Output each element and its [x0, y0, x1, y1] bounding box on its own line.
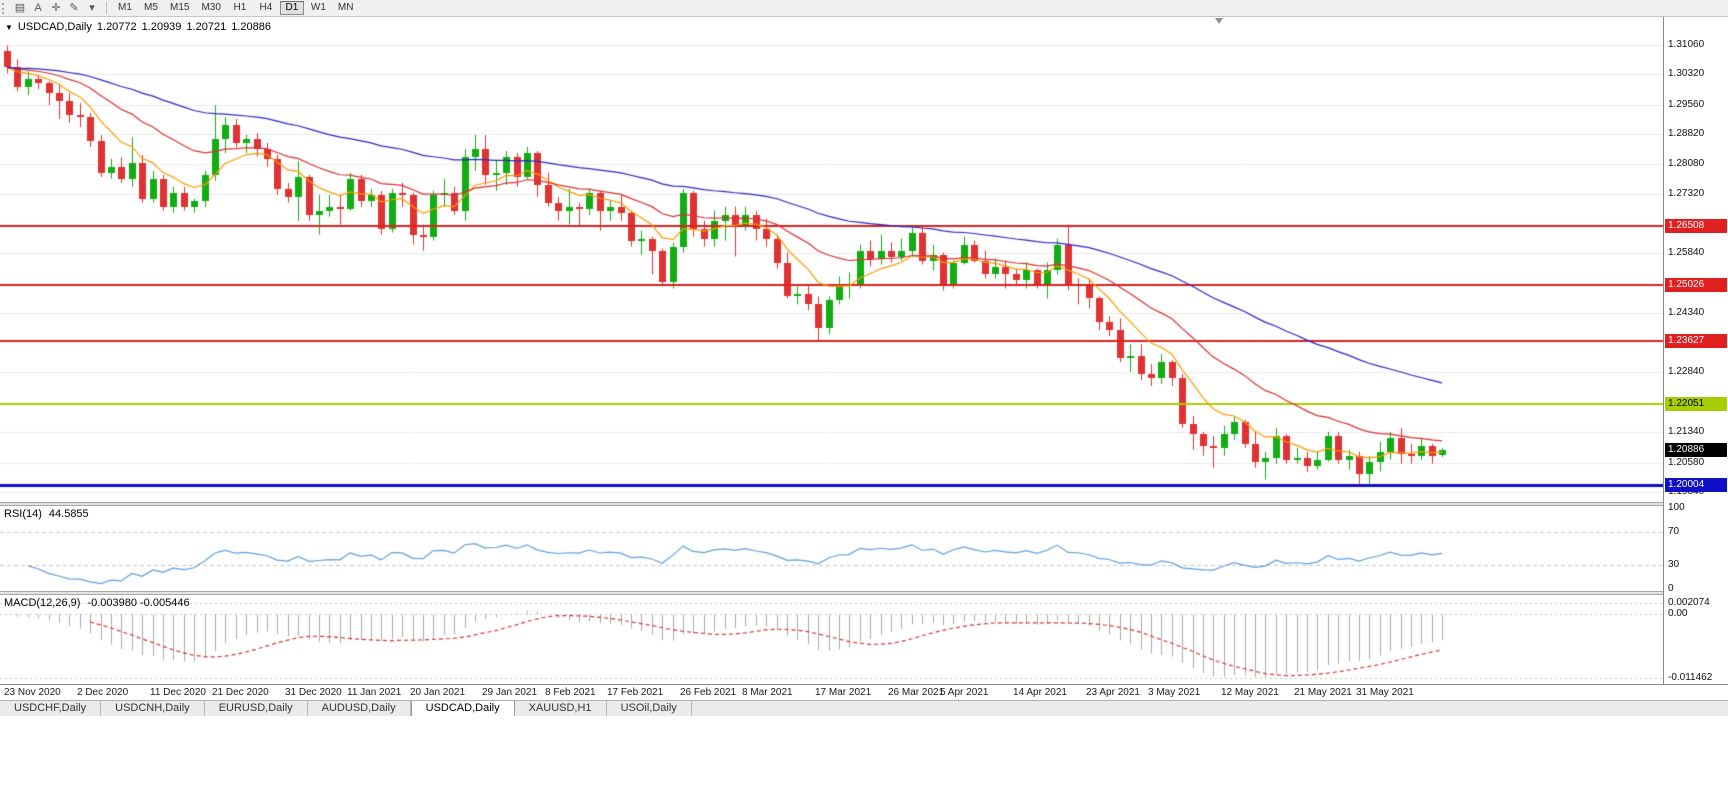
- chart-windows-icon[interactable]: ▤: [14, 2, 26, 14]
- chart-tab[interactable]: USOil,Daily: [606, 701, 692, 716]
- time-axis[interactable]: 23 Nov 2020 2 Dec 2020 11 Dec 2020 21 Dec 2…: [0, 684, 1728, 700]
- rsi-axis-label: 0: [1668, 583, 1674, 594]
- price-axis-tick: 1.27320: [1668, 188, 1705, 199]
- date-label: 29 Jan 2021: [482, 687, 538, 698]
- rsi-canvas[interactable]: [0, 506, 1663, 591]
- current-price-tag: 1.20886: [1665, 443, 1727, 458]
- main-chart-panel: ▼ USDCAD,Daily 1.20772 1.20939 1.20721 1.2088…: [0, 17, 1663, 502]
- rsi-header: RSI(14) 44.5855: [4, 508, 89, 520]
- close-value: 1.20886: [231, 21, 271, 33]
- date-label: 14 Apr 2021: [1013, 687, 1067, 698]
- price-level-tag: 1.25026: [1665, 278, 1727, 293]
- price-axis-tick: 1.22840: [1668, 366, 1705, 378]
- price-axis-tick: 1.25840: [1668, 246, 1705, 258]
- timeframe-button-d1[interactable]: D1: [279, 1, 304, 15]
- date-label: 11 Dec 2020: [150, 687, 206, 698]
- price-level-tag: 1.22051: [1665, 396, 1727, 411]
- rsi-panel: RSI(14) 44.5855: [0, 506, 1663, 591]
- price-axis-tick: 1.20580: [1668, 456, 1705, 468]
- crosshair-icon[interactable]: ✛: [51, 2, 61, 14]
- date-label: 31 Dec 2020: [285, 687, 342, 698]
- timeframe-button-m30[interactable]: M30: [201, 2, 221, 13]
- price-axis-tick: 1.21340: [1668, 426, 1705, 438]
- timeframe-button-m5[interactable]: M5: [144, 2, 158, 13]
- chart-tab[interactable]: AUDUSD,Daily: [307, 701, 411, 716]
- date-label: 21 Dec 2020: [212, 687, 269, 698]
- rsi-axis-label: 100: [1668, 502, 1685, 513]
- macd-panel: MACD(12,26,9) -0.003980 -0.005446: [0, 595, 1663, 684]
- high-value: 1.20939: [141, 21, 182, 33]
- price-level-tag: 1.23627: [1665, 334, 1727, 349]
- timeframe-button-w1[interactable]: W1: [310, 2, 326, 13]
- timeframe-button-mn[interactable]: MN: [337, 2, 354, 13]
- main-chart-canvas[interactable]: [0, 17, 1663, 502]
- chart-tab[interactable]: XAUUSD,H1: [514, 701, 607, 716]
- chart-tabs-bar: USDCHF,Daily USDCNH,Daily EURUSD,Daily AUDU…: [0, 700, 1728, 716]
- price-level-tag: 1.20004: [1665, 478, 1727, 493]
- price-axis[interactable]: 1.31060 1.30320 1.29560 1.28820 1.28080 1.273…: [1663, 17, 1728, 684]
- panel-divider[interactable]: [0, 502, 1728, 506]
- date-label: 26 Feb 2021: [680, 687, 737, 698]
- price-axis-tick: 1.28080: [1668, 157, 1705, 169]
- date-label: 26 Mar 2021: [888, 687, 945, 698]
- toolbar-grip[interactable]: [2, 2, 7, 14]
- macd-axis-label: 0.00: [1668, 608, 1688, 620]
- rsi-axis-label: 30: [1668, 558, 1680, 570]
- date-label: 3 May 2021: [1148, 687, 1201, 698]
- date-label: 23 Nov 2020: [4, 687, 61, 698]
- macd-header: MACD(12,26,9) -0.003980 -0.005446: [4, 597, 190, 609]
- price-axis-tick: 1.24340: [1668, 306, 1705, 318]
- rsi-axis-label: 70: [1668, 526, 1680, 538]
- timeframe-toolbar: M1 M5 M15 M30 H1 H4 D1 W1 MN: [112, 1, 359, 15]
- date-label: 8 Feb 2021: [545, 687, 596, 698]
- date-label: 12 May 2021: [1221, 687, 1279, 698]
- price-axis-tick: 1.29560: [1668, 98, 1705, 110]
- price-level-tag: 1.26508: [1665, 219, 1727, 234]
- dropdown-caret-icon[interactable]: ▾: [89, 2, 95, 14]
- macd-canvas[interactable]: [0, 595, 1663, 684]
- timeframe-button-h1[interactable]: H1: [233, 2, 247, 13]
- date-label: 17 Mar 2021: [815, 687, 872, 698]
- chart-tab[interactable]: EURUSD,Daily: [204, 701, 308, 716]
- chart-header: ▼ USDCAD,Daily 1.20772 1.20939 1.20721 1.2088…: [5, 21, 276, 33]
- date-label: 17 Feb 2021: [607, 687, 664, 698]
- date-label: 31 May 2021: [1356, 687, 1414, 698]
- price-axis-tick: 1.28820: [1668, 128, 1705, 140]
- macd-values: -0.003980 -0.005446: [87, 597, 190, 609]
- draw-tools-icon[interactable]: ✎: [69, 2, 79, 14]
- symbol-period-label: USDCAD,Daily: [17, 21, 92, 33]
- macd-axis-label: 0.002074: [1668, 596, 1710, 608]
- low-value: 1.20721: [186, 21, 227, 33]
- chart-tab[interactable]: USDCNH,Daily: [101, 701, 205, 716]
- price-axis-tick: 1.30320: [1668, 68, 1705, 80]
- panel-divider[interactable]: [0, 591, 1728, 595]
- rsi-name: RSI(14): [4, 508, 42, 520]
- date-label: 5 Apr 2021: [940, 687, 989, 698]
- toolbar: ▤ A ✛ ✎ ▾ M1 M5 M15 M30 H1 H4 D1 W1 MN: [0, 0, 1728, 17]
- toolbar-separator: [106, 2, 107, 14]
- rsi-value: 44.5855: [48, 508, 89, 520]
- timeframe-button-h4[interactable]: H4: [259, 2, 273, 13]
- chart-tab[interactable]: USDCAD,Daily: [410, 701, 515, 716]
- date-label: 2 Dec 2020: [77, 687, 129, 698]
- text-tool-icon[interactable]: A: [34, 2, 42, 14]
- one-click-trading-toggle-icon[interactable]: ▼: [5, 23, 13, 32]
- open-value: 1.20772: [96, 21, 137, 33]
- timeframe-button-m15[interactable]: M15: [170, 2, 190, 13]
- macd-name: MACD(12,26,9): [4, 597, 81, 609]
- date-label: 23 Apr 2021: [1086, 687, 1140, 698]
- date-label: 21 May 2021: [1294, 687, 1352, 698]
- date-label: 11 Jan 2021: [347, 687, 402, 698]
- empty-area: [0, 716, 1728, 785]
- date-label: 8 Mar 2021: [742, 687, 793, 698]
- date-label: 20 Jan 2021: [410, 687, 466, 698]
- chart-shift-marker-icon[interactable]: [1215, 18, 1223, 24]
- price-axis-tick: 1.31060: [1668, 39, 1705, 50]
- timeframe-button-m1[interactable]: M1: [118, 2, 132, 13]
- chart-tab[interactable]: USDCHF,Daily: [0, 701, 102, 716]
- macd-axis-label: -0.011462: [1668, 672, 1713, 684]
- toolbar-icons: ▤ A ✛ ✎ ▾: [11, 1, 101, 15]
